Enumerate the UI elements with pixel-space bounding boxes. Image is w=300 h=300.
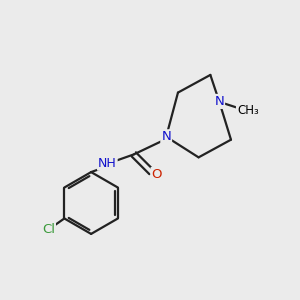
- Text: N: N: [214, 95, 224, 108]
- Text: Cl: Cl: [42, 223, 55, 236]
- Text: CH₃: CH₃: [237, 104, 259, 117]
- Text: NH: NH: [98, 157, 117, 170]
- Text: N: N: [161, 130, 171, 143]
- Text: O: O: [152, 168, 162, 181]
